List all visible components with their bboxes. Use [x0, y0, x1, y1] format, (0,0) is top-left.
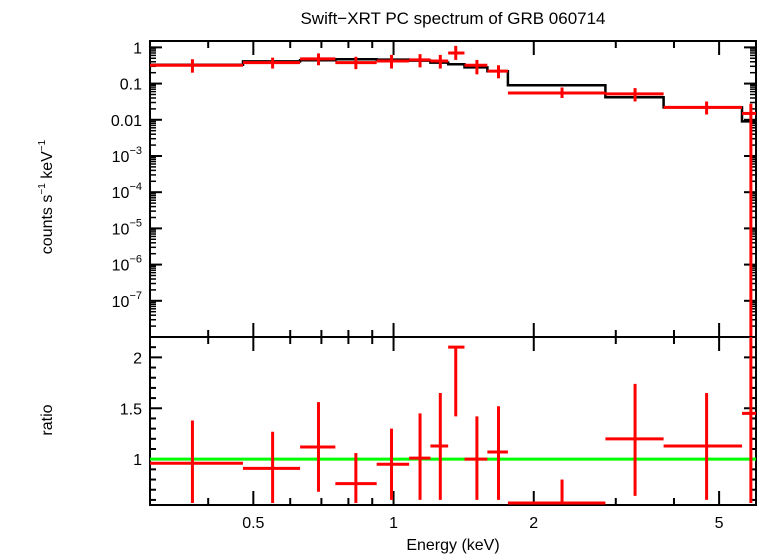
y-tick-exponent: −7 [129, 290, 142, 302]
y-tick-base: 10 [112, 149, 130, 166]
y-tick-label: 1.5 [120, 401, 142, 418]
bottom-ylabel: ratio [39, 404, 56, 435]
ratio-point [487, 406, 508, 500]
y-tick-label: 10−6 [112, 254, 142, 275]
y-tick-label: 2 [133, 350, 142, 367]
x-tick-label: 1 [389, 515, 398, 532]
chart-title: Swift−XRT PC spectrum of GRB 060714 [300, 9, 605, 28]
ratio-point [376, 428, 410, 500]
y-tick-label: 10−5 [112, 217, 142, 238]
y-tick-label: 10−3 [112, 145, 142, 166]
x-tick-label: 2 [529, 515, 538, 532]
ratio-point [409, 413, 431, 500]
y-tick-base: 10 [112, 294, 130, 311]
y-tick-label: 0.1 [120, 77, 142, 94]
data-point [150, 59, 243, 73]
x-tick-label: 0.5 [242, 515, 264, 532]
y-tick-label: 1 [133, 452, 142, 469]
bottom-plot-frame [149, 336, 757, 506]
y-tick-label: 10−4 [112, 181, 142, 202]
data-point [464, 59, 488, 75]
data-point [335, 56, 377, 70]
ratio-panel: 1 1.5 2 0.5 1 2 5 [120, 336, 757, 532]
ratio-point [507, 479, 606, 505]
x-axis-label: Energy (keV) [406, 537, 499, 554]
top-ylabel: counts s−1 keV−1 [37, 139, 56, 254]
data-point [487, 65, 508, 79]
top-ylabel-text: counts s [39, 195, 56, 255]
data-point [663, 101, 743, 115]
top-plot-frame [149, 40, 757, 338]
top-ylabel-sup1: −1 [37, 183, 48, 195]
y-tick-label: 10−7 [112, 290, 142, 311]
data-point [430, 54, 449, 69]
ratio-point [335, 453, 377, 503]
data-point [376, 54, 410, 69]
y-tick-exponent: −5 [129, 217, 142, 229]
data-point [409, 54, 431, 68]
ratio-point [150, 420, 243, 503]
data-point [742, 103, 756, 337]
data-point [605, 88, 664, 102]
y-tick-exponent: −6 [129, 254, 142, 266]
ratio-point [448, 345, 465, 417]
y-tick-base: 10 [112, 185, 130, 202]
data-point [448, 45, 465, 60]
y-tick-label: 0.01 [111, 113, 142, 130]
data-point [242, 57, 301, 69]
ratio-point [430, 393, 449, 500]
model-step-line [150, 57, 756, 123]
y-tick-base: 10 [112, 221, 130, 238]
x-tick-label: 5 [715, 515, 724, 532]
ratio-point [663, 393, 743, 500]
top-ylabel-sup2: −1 [37, 139, 48, 151]
ratio-point [742, 337, 756, 503]
y-tick-label: 1 [133, 40, 142, 57]
ratio-point [242, 431, 301, 503]
y-tick-exponent: −4 [129, 181, 142, 193]
ratio-point [300, 402, 336, 492]
ratio-point [605, 383, 664, 496]
y-tick-exponent: −3 [129, 145, 142, 157]
data-point [300, 53, 336, 66]
top-ylabel-mid: keV [39, 151, 56, 183]
ratio-point [464, 416, 488, 500]
data-point [507, 87, 606, 98]
y-tick-base: 10 [112, 258, 130, 275]
